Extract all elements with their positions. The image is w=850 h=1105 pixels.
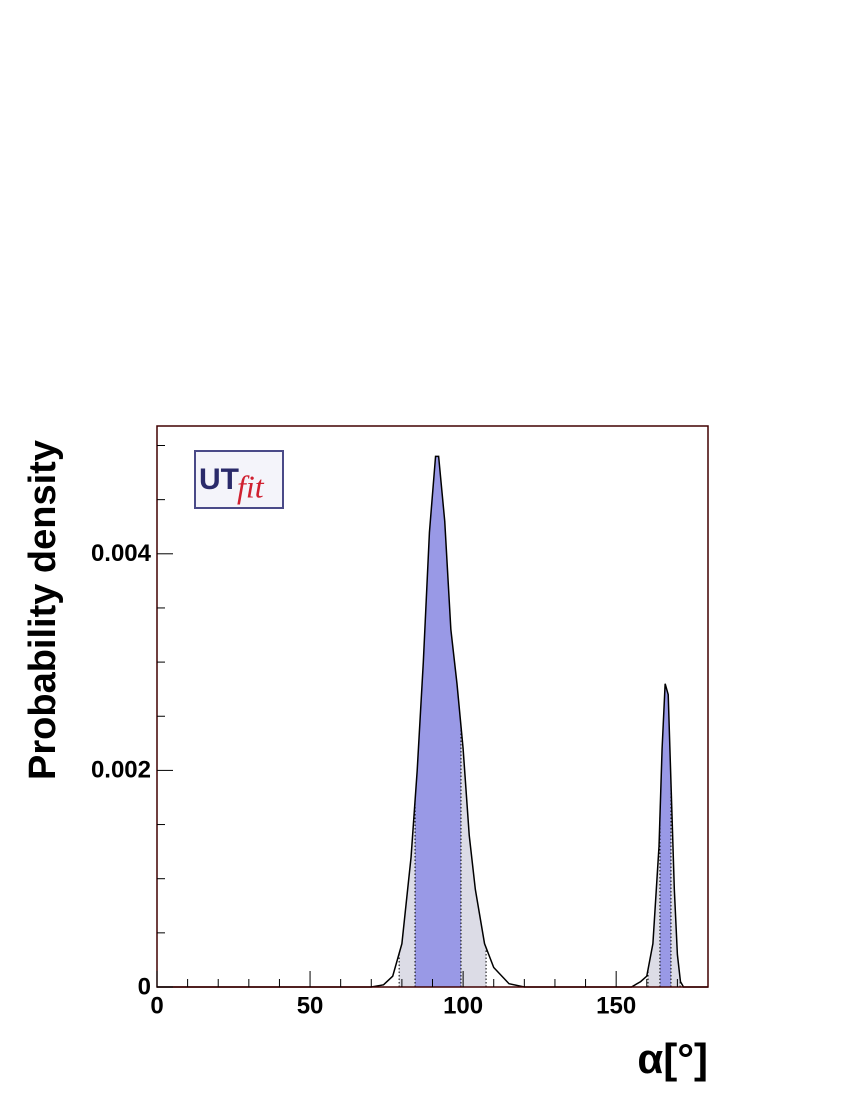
logo-box xyxy=(194,450,284,509)
interval-area xyxy=(415,456,461,987)
y-tick-label: 0.004 xyxy=(91,540,152,567)
y-tick-label: 0 xyxy=(138,973,151,1000)
logo-fit: fit xyxy=(237,468,265,504)
density-line xyxy=(157,455,708,988)
x-tick-label: 100 xyxy=(443,992,483,1019)
y-tick-label: 0.002 xyxy=(91,757,151,784)
x-tick-label: 50 xyxy=(297,992,324,1019)
logo: UT fit xyxy=(194,450,284,509)
x-tick-label: 150 xyxy=(596,992,636,1019)
x-axis-label: α[°] xyxy=(637,1035,708,1082)
y-axis-label: Probability density xyxy=(22,440,64,780)
interval-area xyxy=(659,683,671,987)
x-tick-label: 0 xyxy=(150,992,163,1019)
logo-ut: UT xyxy=(199,463,239,496)
